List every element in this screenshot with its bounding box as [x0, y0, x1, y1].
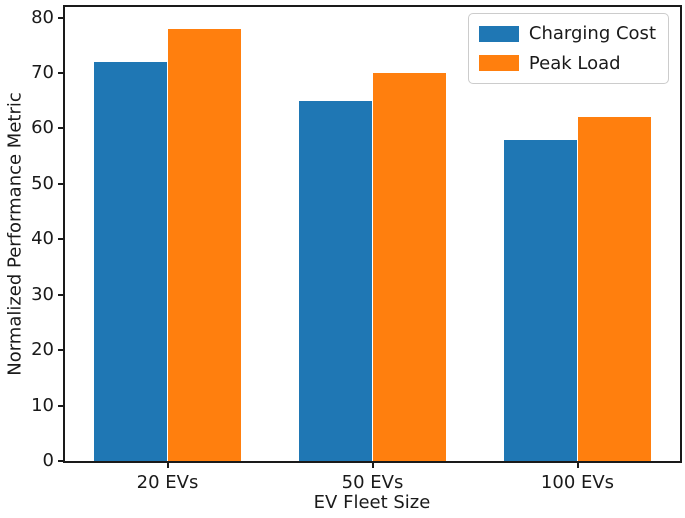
legend-entry: Charging Cost [478, 23, 656, 45]
y-tick-mark [58, 71, 65, 74]
bar-charging-cost [93, 61, 168, 461]
x-tick-label: 50 EVs [341, 472, 404, 493]
y-tick-label: 40 [31, 228, 54, 250]
y-tick-mark [58, 460, 65, 462]
legend-swatch-icon [478, 55, 519, 72]
x-tick-mark [576, 461, 579, 468]
y-tick-mark [58, 349, 65, 352]
y-tick-label: 30 [31, 283, 54, 305]
legend-label: Peak Load [528, 52, 621, 74]
legend-label: Charging Cost [528, 23, 656, 44]
bar-charging-cost [503, 139, 578, 461]
legend: Charging Cost Peak Load [467, 13, 669, 85]
x-tick-mark [371, 461, 374, 468]
bar-charging-cost [298, 100, 373, 461]
bar-peak-load [372, 72, 447, 461]
bar-peak-load [167, 28, 242, 461]
x-tick-label: 100 EVs [540, 472, 615, 493]
x-tick-mark [166, 461, 169, 468]
y-tick-label: 60 [31, 117, 54, 139]
y-tick-label: 10 [31, 394, 54, 416]
y-tick-mark [58, 293, 65, 296]
plot-area: 0 10 20 30 40 50 60 70 80 20 EVs 50 EVs 100 EVs Ch… [31, 5, 682, 493]
y-tick-mark [58, 16, 65, 19]
legend-entry: Peak Load [478, 52, 656, 75]
y-tick-label: 0 [42, 450, 54, 471]
y-tick-label: 80 [31, 6, 54, 28]
y-tick-mark [58, 404, 65, 407]
y-tick-label: 70 [31, 61, 54, 83]
y-tick-mark [58, 127, 65, 130]
y-tick-label: 20 [31, 339, 54, 361]
y-axis-label: Normalized Performance Metric [4, 92, 26, 376]
y-tick-mark [58, 182, 65, 185]
y-tick-label: 50 [31, 172, 54, 194]
x-axis-label: EV Fleet Size [313, 492, 431, 513]
y-tick-mark [58, 238, 65, 241]
x-tick-label: 20 EVs [136, 472, 199, 493]
legend-swatch-icon [478, 25, 519, 42]
bar-peak-load [577, 117, 652, 461]
